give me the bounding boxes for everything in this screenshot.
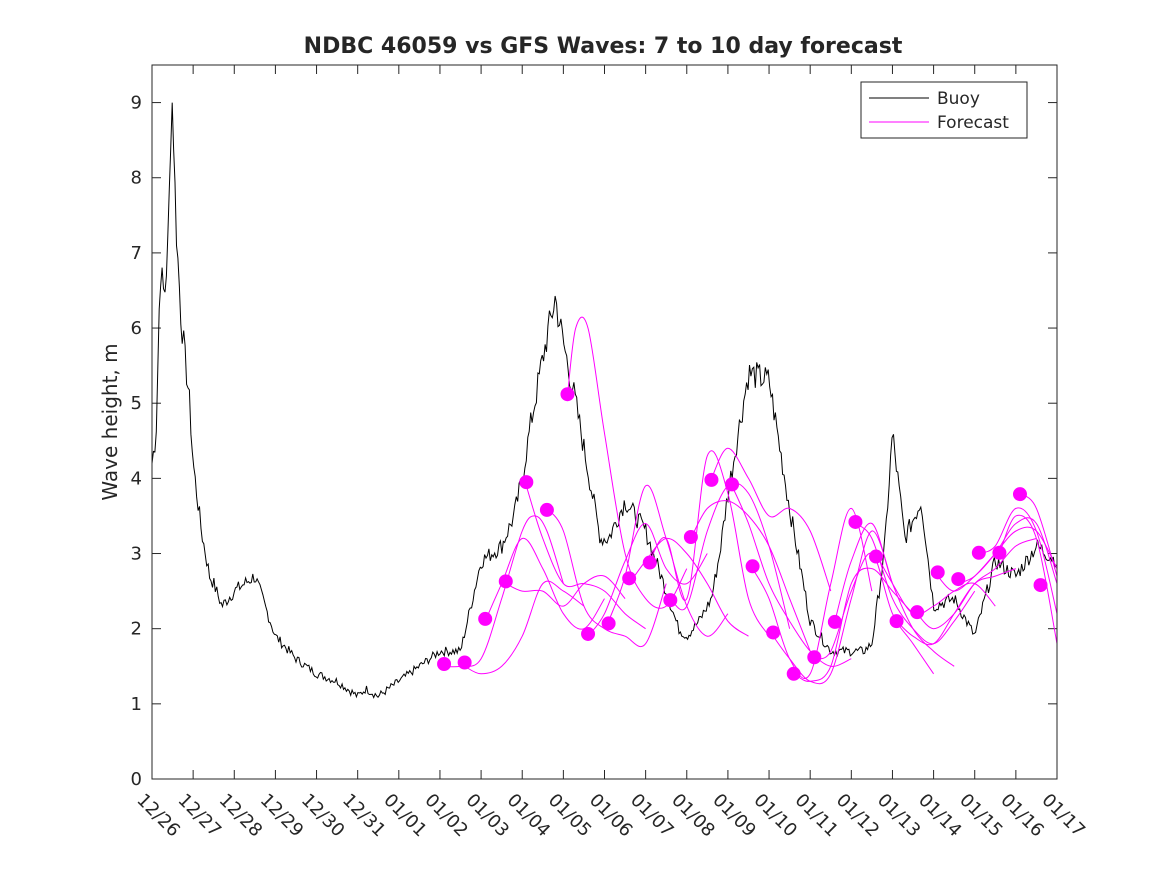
y-tick-label: 7 (131, 243, 142, 264)
forecast-run-line (649, 450, 770, 637)
forecast-start-marker (910, 605, 925, 620)
forecast-start-marker (437, 657, 452, 672)
y-tick-label: 5 (131, 393, 142, 414)
forecast-run-line (772, 530, 893, 685)
chart-title: NDBC 46059 vs GFS Waves: 7 to 10 day for… (304, 34, 903, 59)
forecast-start-marker (560, 387, 575, 402)
buoy-series-line (152, 102, 1057, 699)
forecast-run-line (587, 523, 708, 637)
forecast-start-marker (745, 559, 760, 574)
forecast-run-line (505, 574, 626, 607)
forecast-start-marker (807, 650, 822, 665)
plot-frame (151, 64, 1058, 780)
forecast-run-line (978, 507, 1057, 614)
forecast-start-marker (1033, 578, 1048, 593)
forecast-run-line (855, 523, 976, 645)
y-tick-label: 9 (131, 93, 142, 114)
forecast-start-marker (827, 614, 842, 629)
forecast-start-marker (478, 611, 493, 626)
forecast-start-marker (930, 565, 945, 580)
forecast-run-line (958, 517, 1057, 585)
forecast-start-marker (498, 574, 513, 589)
forecast-start-marker (519, 475, 534, 490)
forecast-start-marker (848, 514, 863, 529)
legend-label-buoy: Buoy (937, 89, 980, 109)
forecast-start-marker (869, 549, 883, 564)
y-tick-label: 1 (131, 694, 142, 715)
forecast-run-line (464, 580, 585, 675)
forecast-start-marker (971, 545, 986, 560)
forecast-run-line (690, 500, 811, 652)
forecast-start-marker (992, 545, 1007, 560)
forecast-start-marker (663, 593, 678, 608)
legend: Buoy Forecast (860, 81, 1028, 139)
forecast-start-marker (786, 666, 801, 681)
forecast-start-marker (951, 572, 966, 587)
forecast-start-marker (704, 472, 719, 487)
forecast-run-line (916, 538, 1037, 630)
forecast-start-marker (539, 502, 554, 517)
forecast-start-marker (889, 614, 904, 629)
y-tick-label: 2 (131, 619, 142, 640)
forecast-start-marker (766, 625, 781, 640)
forecast-start-marker (642, 555, 657, 570)
plot-area (152, 65, 1057, 779)
y-axis-label: Wave height, m (98, 343, 122, 500)
forecast-start-markers (437, 387, 1048, 681)
forecast-start-marker (683, 529, 698, 544)
forecast-run-line (711, 447, 832, 592)
y-tick-label: 3 (131, 544, 142, 565)
y-tick-label: 6 (131, 318, 142, 339)
forecast-run-line (793, 567, 914, 682)
forecast-start-marker (457, 655, 472, 670)
forecast-run-line (567, 316, 688, 609)
y-axis: 0 1 2 3 4 5 6 7 8 9 (131, 93, 1057, 790)
forecast-start-marker (1012, 487, 1027, 502)
y-tick-label: 4 (131, 468, 142, 489)
y-tick-label: 8 (131, 168, 142, 189)
legend-box (860, 81, 1028, 139)
forecast-run-line (525, 485, 646, 630)
forecast-run-line (998, 514, 1057, 644)
y-tick-label: 0 (131, 769, 142, 790)
forecast-start-marker (725, 477, 740, 492)
forecast-start-marker (581, 626, 596, 641)
legend-label-forecast: Forecast (937, 113, 1009, 133)
forecast-start-marker (601, 616, 616, 631)
forecast-start-marker (622, 571, 637, 586)
